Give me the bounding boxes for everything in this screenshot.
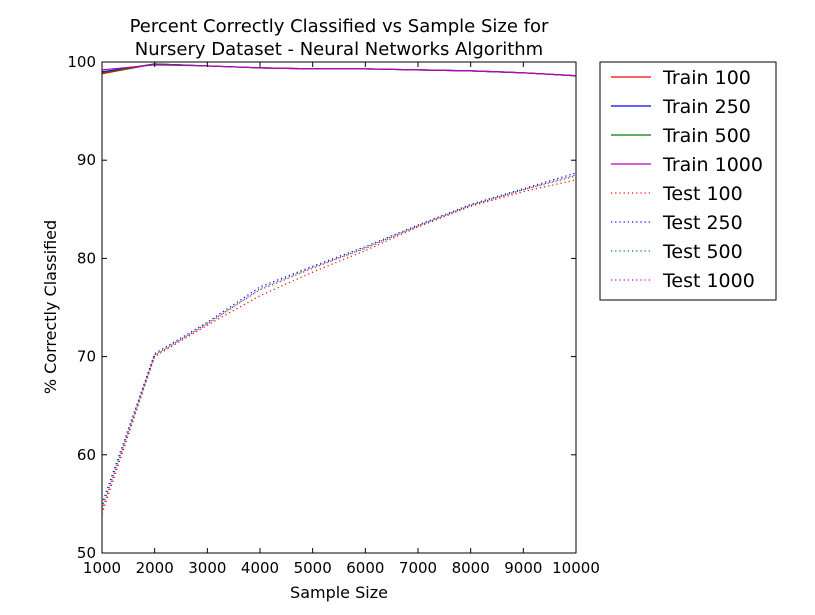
x-tick-label: 5000	[294, 559, 332, 577]
x-tick-label: 7000	[399, 559, 437, 577]
y-tick-label: 70	[77, 348, 96, 366]
series-line-train-1000	[101, 64, 577, 77]
y-tick-label: 90	[77, 151, 96, 169]
legend-label: Train 100	[662, 67, 751, 89]
legend-label: Train 1000	[662, 154, 763, 176]
legend-label: Test 1000	[662, 270, 755, 292]
plot-area	[101, 63, 577, 514]
legend-frame	[599, 61, 777, 301]
legend-label: Test 100	[662, 183, 743, 205]
axis-ticks: 1000 2000 3000 4000 5000 6000 7000 8000 9000 1000…	[67, 53, 600, 577]
legend-label: Test 500	[662, 241, 743, 263]
x-axis-label: Sample Size	[290, 583, 388, 602]
legend-label: Train 500	[662, 125, 751, 147]
y-tick-label: 60	[77, 446, 96, 464]
x-tick-label: 1000	[83, 559, 121, 577]
x-tick-label: 2000	[136, 559, 174, 577]
chart-title-line-2: Nursery Dataset - Neural Networks Algori…	[135, 39, 543, 60]
x-tick-label: 10000	[552, 559, 600, 577]
y-tick-label: 100	[67, 53, 96, 71]
y-axis-label: % Correctly Classified	[41, 220, 60, 394]
x-tick-label: 6000	[346, 559, 384, 577]
series-line-test-100	[101, 179, 577, 514]
legend-label: Test 250	[662, 212, 743, 234]
y-tick-label: 80	[77, 249, 96, 267]
series-line-test-500	[101, 175, 577, 509]
y-tick-label: 50	[77, 544, 96, 562]
legend-label: Train 250	[662, 96, 751, 118]
x-tick-label: 3000	[188, 559, 226, 577]
x-tick-label: 4000	[241, 559, 279, 577]
series-line-test-250	[101, 172, 577, 505]
x-tick-label: 8000	[452, 559, 490, 577]
legend: Train 100 Train 250 Train 500 Train 1000 Tes…	[599, 61, 777, 301]
chart-title-line-1: Percent Correctly Classified vs Sample S…	[130, 16, 549, 37]
series-line-test-1000	[101, 174, 577, 510]
plot-frame	[101, 61, 577, 554]
x-tick-label: 9000	[504, 559, 542, 577]
